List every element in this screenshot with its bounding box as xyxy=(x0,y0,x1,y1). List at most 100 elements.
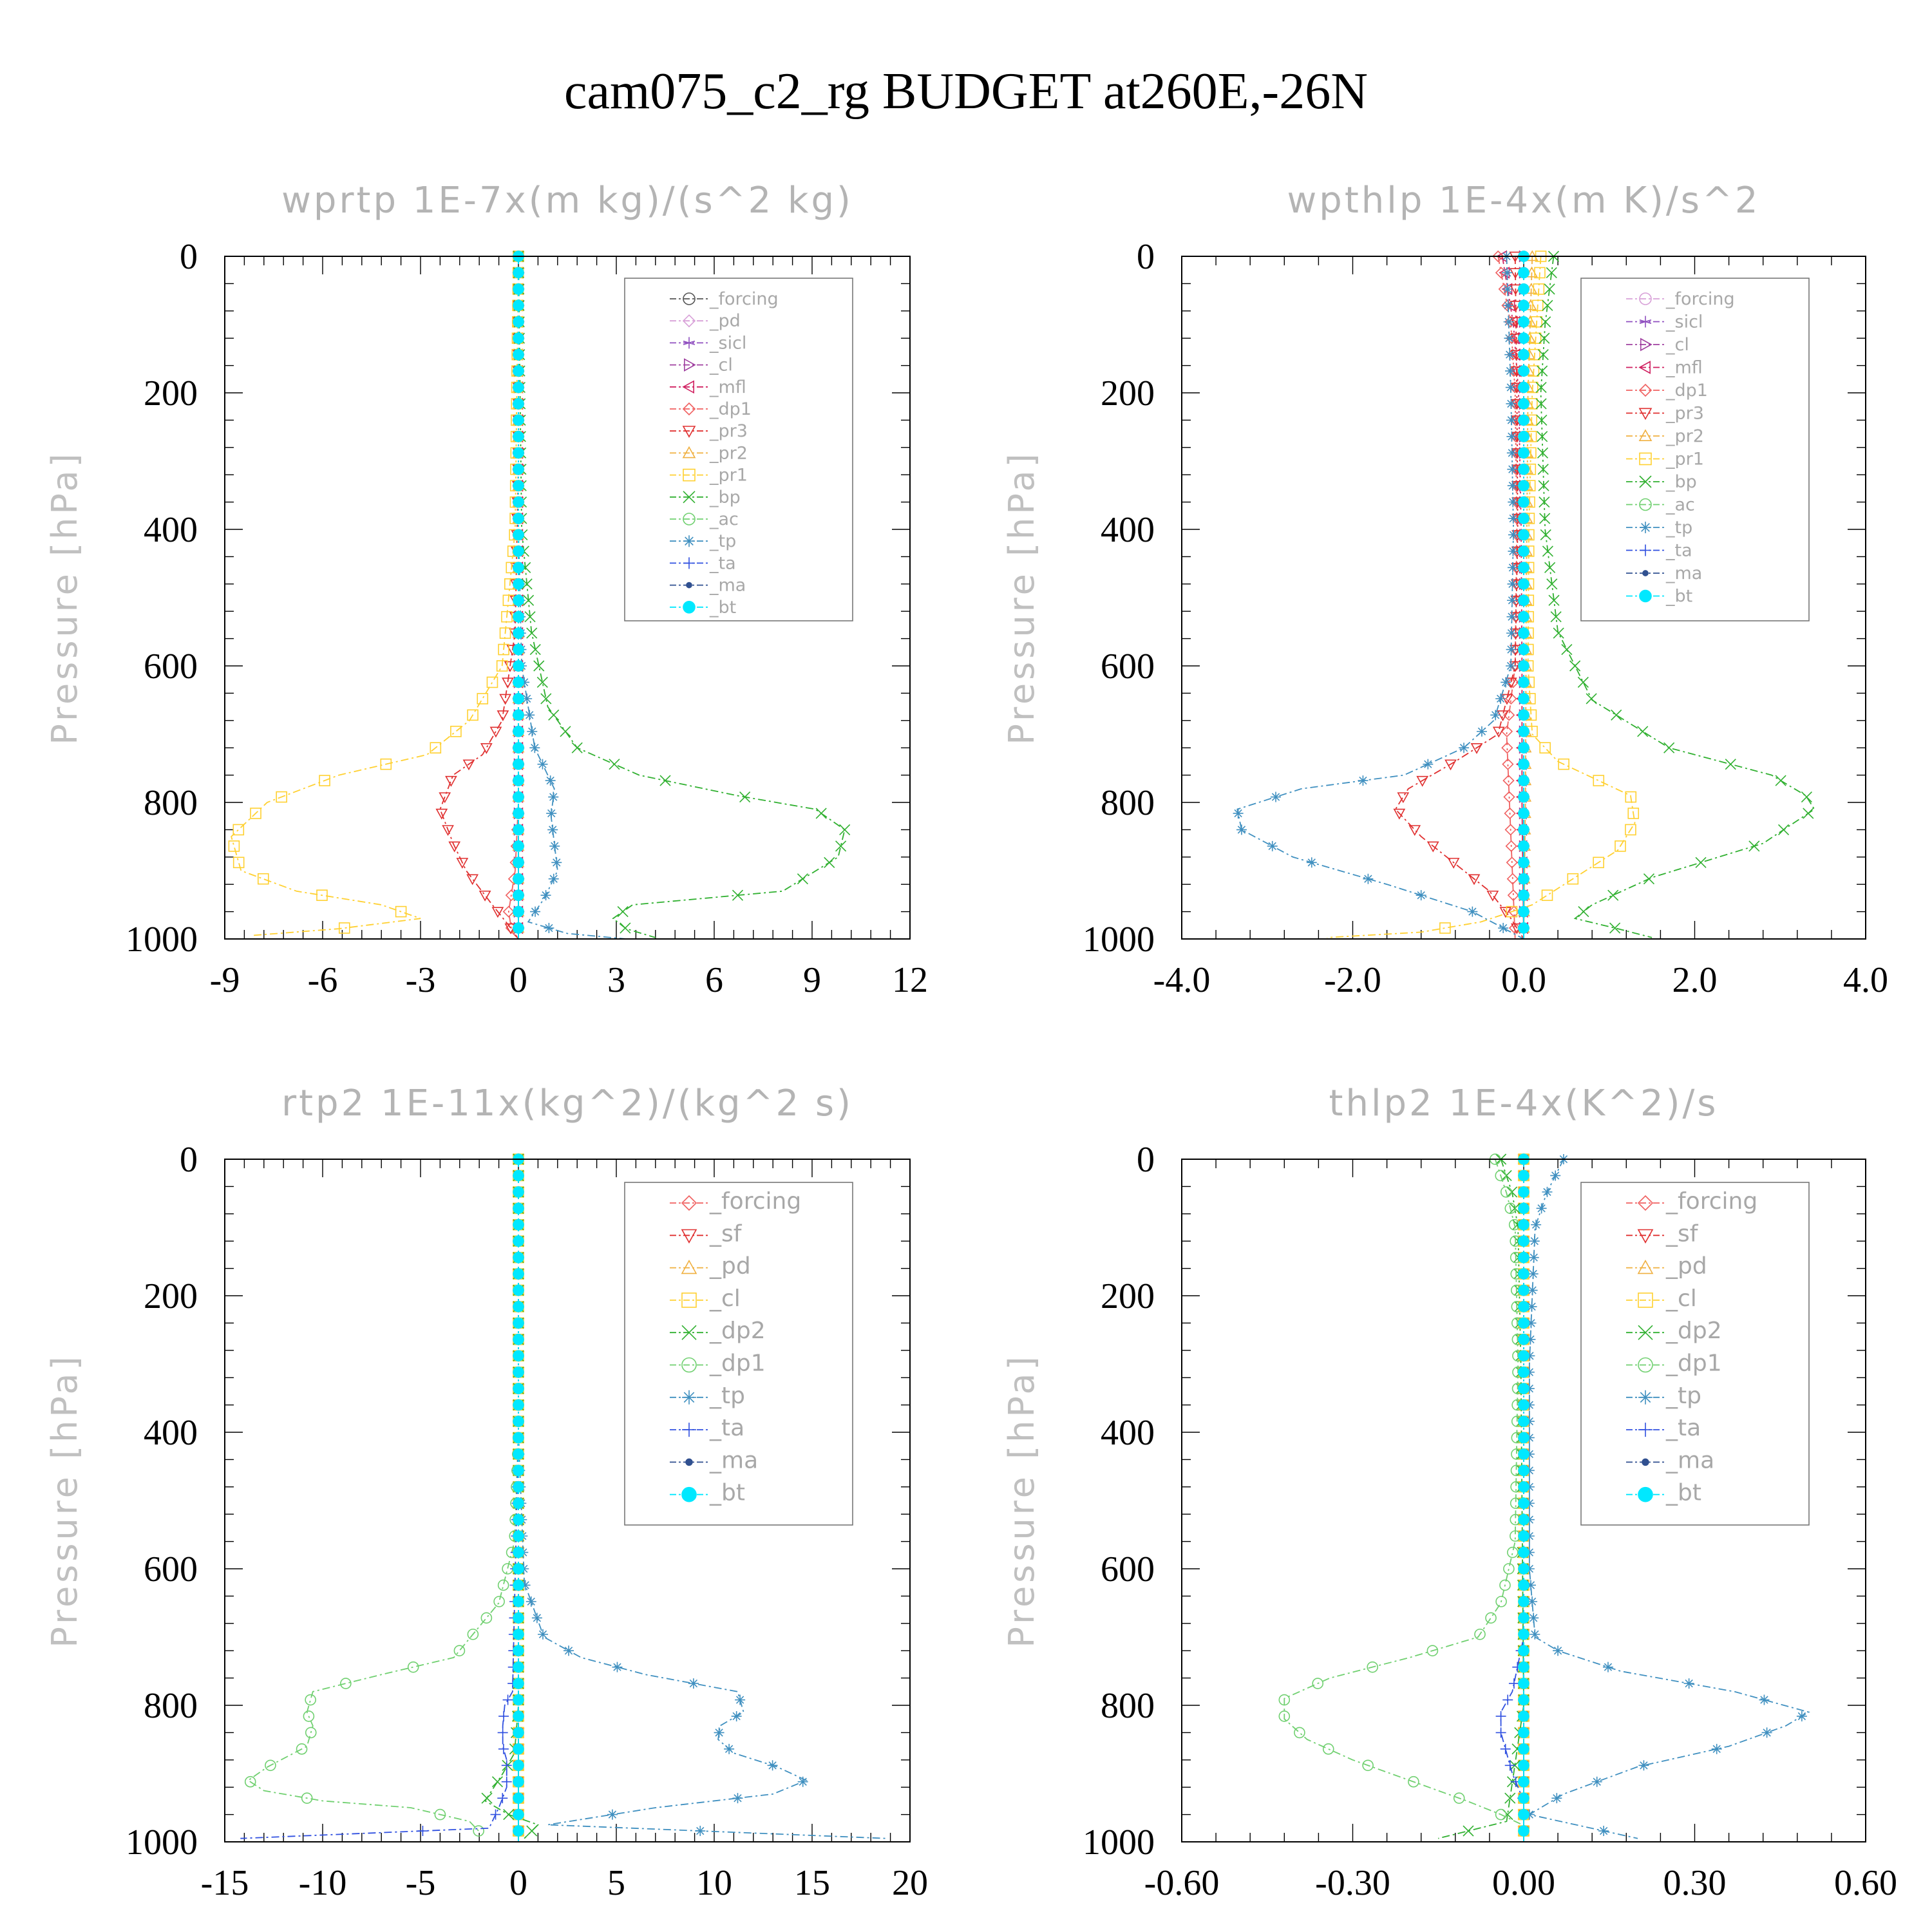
data-point xyxy=(1518,905,1530,918)
data-point xyxy=(1518,594,1530,607)
x-tick-label: -15 xyxy=(201,1863,249,1903)
data-point xyxy=(1528,1269,1539,1280)
data-point xyxy=(1725,759,1736,770)
data-point xyxy=(1537,349,1549,361)
data-point xyxy=(1524,1448,1535,1459)
data-point xyxy=(1485,1612,1497,1624)
data-point xyxy=(1495,1596,1507,1607)
data-point xyxy=(513,808,524,819)
data-point xyxy=(513,660,524,672)
data-point xyxy=(739,791,751,803)
x-tick-label: 12 xyxy=(892,960,928,1000)
legend-marker xyxy=(682,380,694,394)
legend-marker xyxy=(1640,522,1651,533)
data-point xyxy=(835,840,847,852)
data-point xyxy=(1507,464,1518,475)
series-group xyxy=(240,1153,887,1842)
data-point xyxy=(1591,1776,1602,1787)
data-point xyxy=(1518,1301,1530,1312)
data-point xyxy=(659,775,671,786)
data-point xyxy=(1518,1218,1530,1231)
x-tick-label: 0.30 xyxy=(1663,1863,1727,1903)
panel-title: rtp2 1E-11x(kg^2)/(kg^2 s) xyxy=(281,1083,853,1124)
legend-marker xyxy=(1638,383,1653,397)
data-point xyxy=(498,1710,509,1721)
legend-entry-pr1: _pr1 xyxy=(1665,450,1704,469)
data-point xyxy=(513,627,524,639)
data-point xyxy=(1518,922,1530,934)
data-point xyxy=(497,710,509,721)
data-point xyxy=(1775,775,1786,786)
data-point xyxy=(442,825,454,837)
data-point xyxy=(513,758,524,770)
y-axis-label: Pressure [hPa] xyxy=(1001,1353,1042,1647)
data-point xyxy=(1524,1809,1535,1820)
data-point xyxy=(1236,824,1247,835)
legend-marker xyxy=(1638,1486,1653,1502)
data-point xyxy=(513,676,524,688)
data-point xyxy=(513,709,524,721)
data-point xyxy=(486,676,498,688)
data-point xyxy=(502,677,514,689)
data-point xyxy=(513,578,524,590)
data-point xyxy=(1803,808,1814,819)
data-point xyxy=(1518,1776,1530,1788)
data-point xyxy=(1627,808,1640,819)
data-point xyxy=(1529,348,1540,361)
legend-marker xyxy=(684,358,696,372)
data-point xyxy=(522,693,533,704)
data-point xyxy=(1518,1661,1530,1673)
data-point xyxy=(513,1596,524,1607)
legend-entry-bt: _bt xyxy=(1665,1480,1701,1506)
data-point xyxy=(1495,1710,1506,1721)
legend-marker xyxy=(681,1325,697,1340)
legend-entry-pd: _pd xyxy=(709,1253,751,1280)
data-point xyxy=(1506,1186,1518,1198)
legend-entry-ta: _ta xyxy=(709,553,736,573)
legend-entry-dp1: _dp1 xyxy=(1665,1350,1722,1377)
data-point xyxy=(1611,709,1622,721)
data-point xyxy=(1459,743,1470,753)
legend-entry-dp2: _dp2 xyxy=(709,1318,766,1344)
x-tick-label: -0.30 xyxy=(1315,1863,1390,1903)
data-point xyxy=(513,1743,524,1755)
y-tick-label: 800 xyxy=(1101,783,1155,823)
data-point xyxy=(1518,1350,1530,1362)
data-point xyxy=(513,1694,524,1706)
data-point xyxy=(1518,1628,1530,1640)
data-point xyxy=(513,1464,524,1477)
data-point xyxy=(1503,316,1514,327)
data-point xyxy=(513,513,524,524)
data-point xyxy=(513,1563,524,1575)
data-point xyxy=(1536,1203,1547,1214)
data-point xyxy=(1518,1743,1530,1755)
legend-marker xyxy=(681,1486,697,1502)
data-point xyxy=(1518,414,1530,426)
x-tick-label: 6 xyxy=(705,960,723,1000)
data-point xyxy=(513,840,524,852)
data-point xyxy=(523,594,535,606)
data-point xyxy=(617,906,629,918)
data-point xyxy=(497,1579,509,1591)
plot-frame xyxy=(1181,1159,1866,1842)
legend-entry-pr2: _pr2 xyxy=(1665,426,1704,446)
data-point xyxy=(1495,267,1508,279)
data-point xyxy=(490,1809,501,1820)
data-point xyxy=(531,1613,542,1624)
data-point xyxy=(1358,775,1368,786)
legend: _forcing _sf _pd _cl _dp2 _dp1 _tp _ta _ma _bt xyxy=(1580,1182,1810,1526)
data-point xyxy=(607,1809,618,1820)
data-point xyxy=(1615,840,1626,852)
data-point xyxy=(497,1727,508,1738)
data-point xyxy=(513,562,524,574)
legend-marker xyxy=(682,1423,696,1437)
legend-marker xyxy=(1639,498,1652,511)
data-point xyxy=(1518,381,1530,393)
chart-panel-1: wprtp 1E-7x(m kg)/(s^2 kg) Pressure [hPa]… xyxy=(44,180,928,1000)
data-point xyxy=(544,923,554,934)
data-point xyxy=(478,890,491,902)
data-point xyxy=(1539,513,1551,524)
data-point xyxy=(513,1350,524,1362)
data-point xyxy=(1518,431,1530,442)
legend-marker xyxy=(1638,1357,1653,1373)
